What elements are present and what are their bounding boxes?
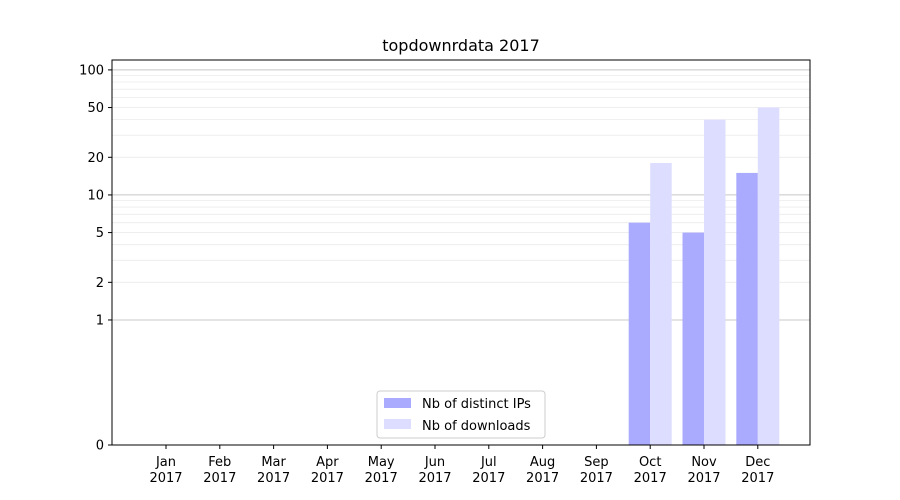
y-tick-label: 50 <box>87 101 104 116</box>
x-tick-label-month: Dec <box>745 455 770 470</box>
x-tick-label-year: 2017 <box>365 471 398 486</box>
x-tick-label-year: 2017 <box>149 471 182 486</box>
bars <box>628 107 780 446</box>
chart-title: topdownrdata 2017 <box>382 36 540 55</box>
x-tick-label-month: Mar <box>261 455 286 470</box>
x-tick-label-year: 2017 <box>687 471 720 486</box>
x-tick-label-year: 2017 <box>257 471 290 486</box>
x-tick-label-month: Jul <box>480 455 497 470</box>
y-tick-label: 0 <box>96 439 104 454</box>
x-tick-label-month: Jun <box>424 455 445 470</box>
legend-swatch-distinct-ips <box>384 398 411 408</box>
bar <box>650 163 672 445</box>
legend-swatch-downloads <box>384 419 411 429</box>
bar <box>736 172 758 445</box>
x-tick-label-year: 2017 <box>203 471 236 486</box>
y-tick-label: 20 <box>87 151 104 166</box>
legend-label-distinct-ips: Nb of distinct IPs <box>422 397 531 412</box>
x-tick-label-month: Apr <box>316 455 339 470</box>
x-tick-label-month: Nov <box>691 455 717 470</box>
x-tick-label-year: 2017 <box>418 471 451 486</box>
x-tick-label-year: 2017 <box>311 471 344 486</box>
grid <box>112 69 810 321</box>
bar <box>628 222 651 445</box>
x-tick-label-year: 2017 <box>741 471 774 486</box>
x-tick-label-month: Oct <box>639 455 661 470</box>
legend-box <box>376 390 546 439</box>
x-tick-label-year: 2017 <box>580 471 613 486</box>
legend: Nb of distinct IPs Nb of downloads <box>376 390 546 439</box>
y-tick-label: 10 <box>87 188 104 203</box>
legend-label-downloads: Nb of downloads <box>422 419 531 434</box>
y-tick-label: 1 <box>96 313 104 328</box>
bar <box>757 107 780 446</box>
x-tick-label-year: 2017 <box>634 471 667 486</box>
y-tick-label: 5 <box>96 226 104 241</box>
bar <box>682 232 704 445</box>
x-tick-label-month: May <box>368 455 395 470</box>
x-tick-label-month: Sep <box>584 455 609 470</box>
bar <box>704 119 726 446</box>
axes: 0125102050100Jan2017Feb2017Mar2017Apr201… <box>79 63 774 486</box>
x-tick-label-month: Feb <box>208 455 231 470</box>
x-tick-label-month: Jan <box>155 455 176 470</box>
x-tick-label-year: 2017 <box>472 471 505 486</box>
x-tick-label-month: Aug <box>530 455 555 470</box>
y-tick-label: 100 <box>79 63 104 78</box>
x-tick-label-year: 2017 <box>526 471 559 486</box>
y-tick-label: 2 <box>96 276 104 291</box>
plot-frame <box>111 59 811 446</box>
